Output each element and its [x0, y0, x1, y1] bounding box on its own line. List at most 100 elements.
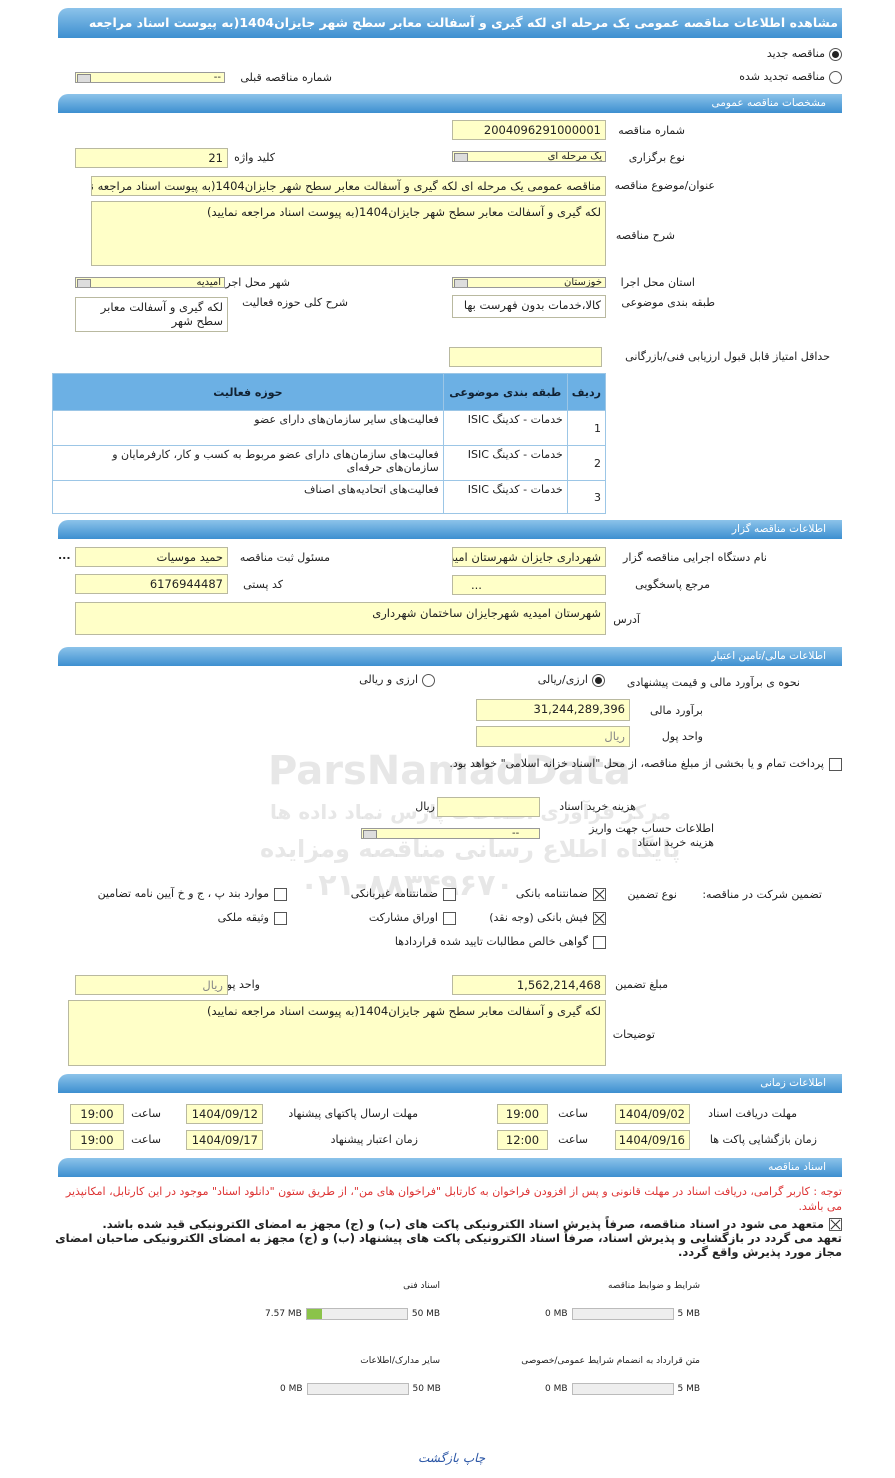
radio[interactable]: [422, 673, 435, 687]
field-label: نام دستگاه اجرایی مناقصه گزار: [623, 551, 767, 564]
field-label: مبلغ تضمین: [615, 978, 668, 991]
more-link[interactable]: ...: [58, 549, 71, 562]
input[interactable]: 6176944487: [75, 574, 228, 594]
checkbox[interactable]: [443, 911, 456, 925]
page-title: مشاهده اطلاعات مناقصه عمومی یک مرحله ای …: [58, 8, 842, 60]
field-label: واحد پول: [218, 978, 260, 991]
input[interactable]: 1,562,214,468: [452, 975, 606, 995]
field-label: آدرس: [613, 613, 640, 626]
watermark-phone: ۰۲۱-۸۸۳۴۹۶۷۰: [300, 868, 514, 903]
table-cell: 2: [566, 445, 607, 481]
input[interactable]: 19:00: [70, 1130, 124, 1150]
field-label: استان محل اجرا: [620, 276, 695, 289]
field-label: کلید واژه: [234, 151, 275, 164]
textarea[interactable]: لکه گیری و آسفالت معابر سطح شهر جایزان14…: [68, 1000, 606, 1066]
listbox[interactable]: لکه گیری و آسفالت معابر سطح شهر: [75, 297, 228, 332]
checkbox[interactable]: [443, 887, 456, 901]
field-label: مهلت دریافت اسناد: [708, 1107, 797, 1120]
field-label: ساعت: [558, 1133, 588, 1146]
select[interactable]: --: [361, 828, 540, 839]
field-label: اطلاعات حساب جهت واریز هزینه خرید اسناد: [589, 822, 714, 849]
checkbox[interactable]: [274, 911, 287, 925]
checkbox[interactable]: [593, 911, 606, 925]
field-label: نوع تضمین: [627, 888, 677, 901]
select[interactable]: امیدیه: [75, 277, 225, 288]
textarea[interactable]: لکه گیری و آسفالت معابر سطح شهر جایزان14…: [91, 201, 606, 266]
watermark-brand: ParsNamadData: [268, 748, 631, 794]
checkbox-option[interactable]: موارد بند پ ، ج و خ آیین نامه تضامین: [98, 887, 287, 901]
table-cell: خدمات - کدینگ ISIC: [442, 410, 568, 446]
checkbox-option[interactable]: گواهی خالص مطالبات تایید شده قراردادها: [395, 935, 606, 949]
input[interactable]: 2004096291000001: [452, 120, 606, 140]
radio[interactable]: [829, 70, 842, 84]
footer-links: چاپ بازگشت: [418, 1451, 485, 1465]
input[interactable]: ریال: [75, 975, 228, 995]
checkbox[interactable]: [593, 887, 606, 901]
field-label: ساعت: [558, 1107, 588, 1120]
checkbox[interactable]: [829, 1218, 842, 1231]
field-label: هزینه خرید اسناد: [559, 800, 636, 813]
table-cell: خدمات - کدینگ ISIC: [442, 445, 568, 481]
input[interactable]: [449, 347, 602, 367]
table-cell: فعالیت‌های سازمان‌های دارای عضو مربوط به…: [52, 445, 444, 481]
input[interactable]: ریال: [476, 726, 630, 747]
commitment: متعهد می شود در اسناد مناقصه، صرفاً پذیر…: [55, 1217, 842, 1259]
print-link[interactable]: چاپ: [462, 1451, 486, 1465]
radio-option[interactable]: ارزی/ریالی: [538, 673, 605, 687]
table-cell: فعالیت‌های اتحادیه‌های اصناف: [52, 480, 444, 514]
input[interactable]: 31,244,289,396: [476, 699, 630, 721]
field-label: نوع برگزاری: [628, 151, 685, 164]
input[interactable]: شهرداری جایزان شهرستان امیدیه: [452, 547, 606, 567]
field-label: زمان اعتبار پیشنهاد: [330, 1133, 418, 1146]
table-header: ردیف: [566, 373, 607, 411]
checkbox-option[interactable]: ضمانتنامه غیربانکی: [351, 887, 456, 901]
select[interactable]: یک مرحله ای: [452, 151, 606, 162]
checkbox[interactable]: [593, 935, 606, 949]
radio-option[interactable]: مناقصه جدید: [767, 47, 842, 61]
checkbox[interactable]: [829, 757, 842, 771]
checkbox-option[interactable]: اوراق مشارکت: [369, 911, 456, 925]
input[interactable]: 21: [75, 148, 228, 168]
select[interactable]: --: [75, 72, 225, 83]
field-label: تضمین شرکت در مناقصه:: [702, 888, 822, 901]
watermark-line: پایگاه اطلاع رسانی مناقصه ومزایده: [260, 835, 681, 863]
input[interactable]: 12:00: [497, 1130, 548, 1150]
checkbox-option[interactable]: وثیقه ملکی: [218, 911, 287, 925]
input[interactable]: 1404/09/02: [615, 1104, 690, 1124]
radio-option[interactable]: ارزی و ریالی: [359, 673, 435, 687]
input[interactable]: حمید موسیات: [75, 547, 228, 567]
input[interactable]: 19:00: [497, 1104, 548, 1124]
field-label: ساعت: [131, 1133, 161, 1146]
radio[interactable]: [829, 47, 842, 61]
checkbox-option[interactable]: پرداخت تمام و یا بخشی از مبلغ مناقصه، از…: [52, 756, 842, 771]
field-label: شهر محل اجرا: [222, 276, 290, 289]
table-cell: 1: [566, 410, 607, 446]
table-cell: فعالیت‌های سایر سازمان‌های دارای عضو: [52, 410, 444, 446]
file-usage: 0 MB 5 MB: [545, 1383, 701, 1395]
input[interactable]: 1404/09/12: [186, 1104, 263, 1124]
input[interactable]: 1404/09/16: [615, 1130, 690, 1150]
file-title: سایر مدارک/اطلاعات: [360, 1356, 440, 1366]
file-usage: 0 MB 50 MB: [280, 1383, 441, 1395]
input[interactable]: ...: [452, 575, 606, 595]
checkbox-option[interactable]: فیش بانکی (وجه نقد): [489, 911, 606, 925]
table-cell: خدمات - کدینگ ISIC: [442, 480, 568, 514]
file-title: شرایط و ضوابط مناقصه: [607, 1281, 700, 1291]
field-label: نحوه ی برآورد مالی و قیمت پیشنهادی: [626, 676, 800, 689]
field-label: توضیحات: [612, 1028, 655, 1041]
input[interactable]: 19:00: [70, 1104, 124, 1124]
back-link[interactable]: بازگشت: [418, 1451, 459, 1465]
listbox[interactable]: کالا،خدمات بدون فهرست بها: [452, 295, 606, 318]
checkbox[interactable]: [274, 887, 287, 901]
checkbox-option[interactable]: ضمانتنامه بانکی: [516, 887, 606, 901]
file-usage: 0 MB 5 MB: [545, 1308, 701, 1320]
select[interactable]: خوزستان: [452, 277, 606, 288]
input[interactable]: مناقصه عمومی یک مرحله ای لکه گیری و آسفا…: [91, 176, 606, 196]
radio[interactable]: [592, 673, 605, 687]
input[interactable]: 1404/09/17: [186, 1130, 263, 1150]
radio-option[interactable]: مناقصه تجدید شده: [739, 70, 842, 84]
textarea[interactable]: شهرستان امیدیه شهرجایزان ساختمان شهرداری: [75, 602, 606, 635]
file-title: متن قرارداد به انضمام شرایط عمومی/خصوصی: [521, 1356, 700, 1366]
input[interactable]: [437, 797, 540, 817]
